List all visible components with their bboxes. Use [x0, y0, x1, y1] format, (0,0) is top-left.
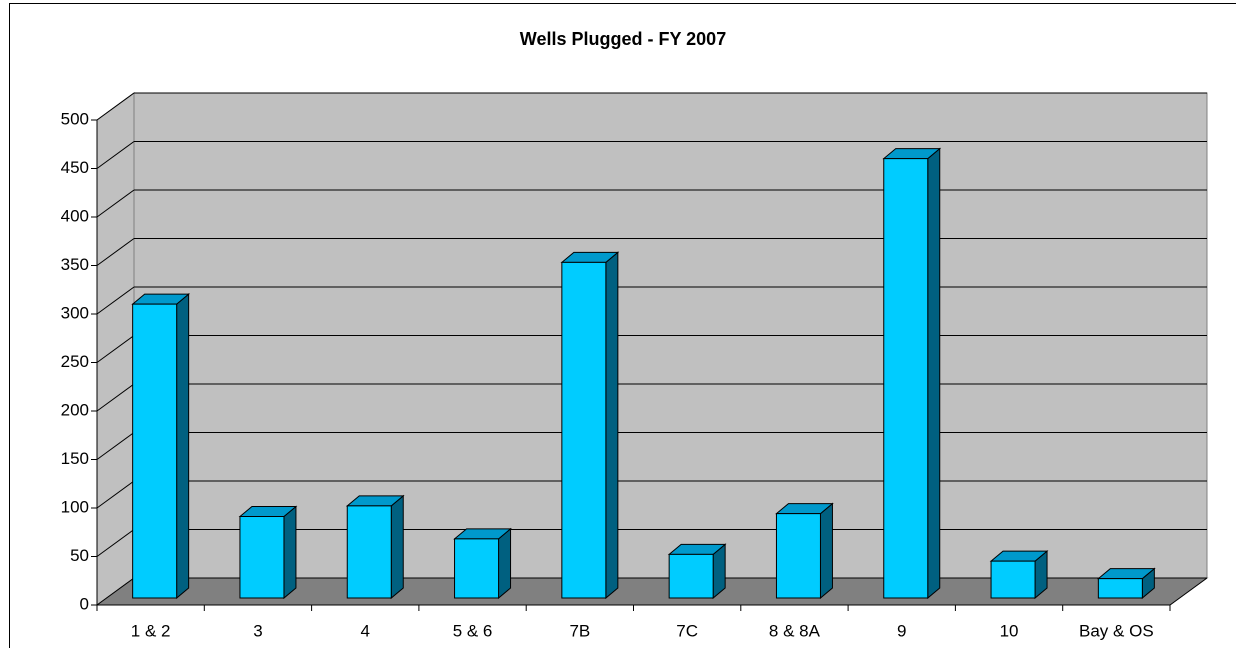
grid-line — [96, 335, 135, 363]
grid-line — [96, 141, 135, 169]
y-tick-label: 300 — [61, 303, 89, 322]
grid-line — [96, 92, 135, 121]
x-tick-label: 9 — [897, 621, 906, 640]
grid-line — [96, 286, 135, 315]
y-tick-label: 200 — [61, 400, 89, 419]
bar-side — [283, 505, 297, 600]
y-tick-label: 450 — [61, 158, 89, 177]
x-tick-label: 5 & 6 — [453, 621, 493, 640]
y-tick-label: 150 — [61, 449, 89, 468]
bar-front — [883, 158, 929, 599]
bar — [345, 494, 405, 600]
grid-line — [96, 432, 135, 460]
x-tick-label: 8 & 8A — [769, 621, 821, 640]
bar-side — [927, 147, 941, 600]
bar-front — [1097, 578, 1143, 599]
bar-side — [498, 527, 512, 600]
x-tick-label: 3 — [253, 621, 262, 640]
x-tick-label: 7B — [569, 621, 590, 640]
y-tick-label: 400 — [61, 206, 89, 225]
y-tick-label: 0 — [80, 594, 89, 613]
bar — [453, 527, 512, 600]
x-tick-label: 1 & 2 — [131, 621, 171, 640]
grid-line — [96, 480, 135, 509]
bar — [560, 251, 620, 600]
grid-line — [96, 238, 135, 266]
bar — [775, 502, 834, 600]
bar — [131, 293, 191, 600]
y-tick-label: 50 — [70, 546, 89, 565]
bar — [882, 147, 942, 600]
bar-front — [990, 560, 1036, 599]
x-tick-label: Bay & OS — [1079, 621, 1154, 640]
bar-front — [346, 505, 392, 599]
grid-line — [96, 383, 135, 412]
y-tick-label: 500 — [61, 109, 89, 128]
bar-side — [819, 502, 833, 600]
bar-front — [668, 553, 714, 599]
x-tick-label: 7C — [676, 621, 698, 640]
bar-front — [775, 513, 821, 599]
bar-side — [176, 293, 190, 600]
chart-title: Wells Plugged - FY 2007 — [520, 29, 726, 49]
bar — [989, 550, 1049, 600]
bar-front — [454, 538, 500, 599]
floor-edge — [1169, 577, 1208, 606]
bar-front — [239, 516, 285, 599]
grid-line — [96, 529, 135, 557]
y-tick-label: 100 — [61, 497, 89, 516]
x-tick-label: 4 — [361, 621, 370, 640]
x-tick-label: 10 — [1000, 621, 1019, 640]
bar-side — [605, 251, 619, 600]
bar — [238, 505, 298, 600]
bar-front — [561, 261, 607, 599]
grid-line — [96, 189, 135, 218]
bar-side — [390, 494, 404, 600]
grid-line — [96, 577, 135, 606]
bar-front — [132, 303, 178, 599]
y-tick-label: 250 — [61, 352, 89, 371]
bar — [1096, 567, 1156, 600]
y-tick-label: 350 — [61, 255, 89, 274]
bar — [667, 543, 727, 600]
